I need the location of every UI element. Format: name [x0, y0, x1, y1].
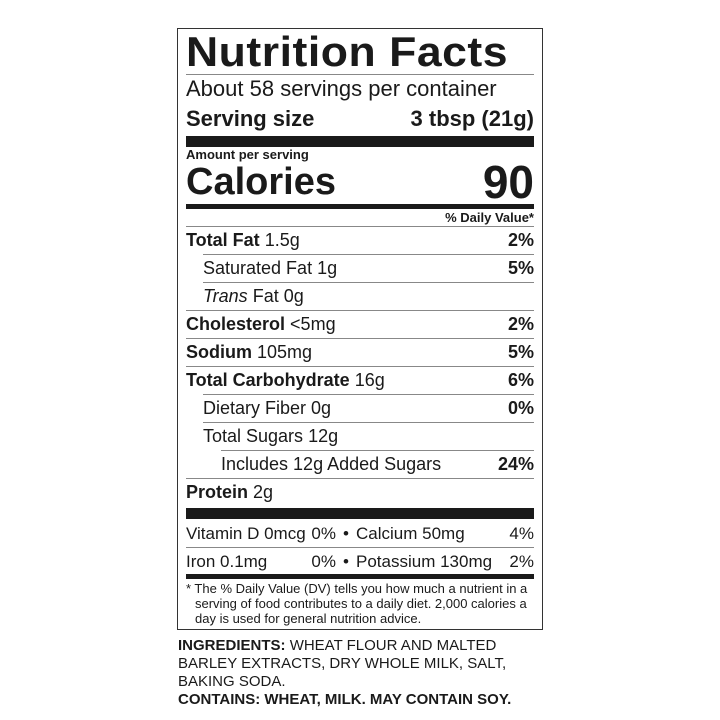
label-title: Nutrition Facts — [186, 28, 509, 75]
nutrient-amount: <5mg — [290, 314, 336, 334]
row-divider — [186, 478, 534, 479]
mineral-daily-value: 4% — [509, 524, 534, 543]
footnote: * The % Daily Value (DV) tells you how m… — [186, 581, 528, 626]
thick-divider — [186, 136, 534, 147]
nutrient-name: Total Sugars 12g — [203, 423, 338, 450]
ingredients-block: INGREDIENTS: WHEAT FLOUR AND MALTED BARL… — [178, 637, 548, 709]
nutrient-row: Sodium 105mg 5% — [186, 339, 534, 366]
row-divider — [203, 394, 534, 395]
row-divider — [203, 254, 534, 255]
serving-size-label: Serving size — [186, 106, 315, 131]
medium-divider — [186, 204, 534, 209]
nutrient-amount: 2g — [253, 482, 274, 502]
nutrient-label: Includes 12g Added Sugars — [221, 454, 442, 474]
nutrient-amount: 0g — [283, 286, 304, 306]
ingredients-label: INGREDIENTS: — [178, 637, 286, 654]
nutrient-daily-value: 2% — [507, 230, 534, 250]
nutrient-daily-value: 24% — [497, 454, 534, 474]
nutrient-amount: 0g — [311, 398, 332, 418]
nutrient-daily-value: 0% — [507, 398, 534, 418]
calories: Calories 90 — [186, 156, 534, 208]
vitamin-row: Iron 0.1mg 0% • Potassium 130mg 2% — [186, 548, 534, 575]
nutrient-amount: 1g — [317, 258, 338, 278]
vitamin-daily-value: 0% — [311, 524, 336, 543]
nutrition-facts-label: Nutrition Facts About 58 servings per co… — [177, 28, 543, 630]
nutrient-row: Protein 2g — [186, 479, 534, 506]
nutrient-daily-value: 5% — [507, 342, 534, 362]
amount-per-serving: Amount per serving — [186, 147, 309, 162]
nutrient-name: Sodium 105mg — [186, 339, 312, 366]
nutrient-name: Saturated Fat 1g — [203, 255, 337, 282]
nutrient-daily-value: 6% — [507, 370, 534, 390]
nutrient-label: Dietary Fiber — [203, 398, 307, 418]
nutrient-name: Dietary Fiber 0g — [203, 395, 331, 422]
ingredients-text: WHEAT FLOUR AND MALTED BARLEY EXTRACTS, … — [178, 637, 507, 690]
nutrient-daily-value: 2% — [507, 314, 534, 334]
nutrient-row: Trans Fat 0g — [186, 283, 534, 310]
nutrient-name: Trans Fat 0g — [203, 283, 304, 310]
nutrient-label: Saturated Fat — [203, 258, 313, 278]
nutrient-row: Total Sugars 12g — [186, 423, 534, 450]
allergen-statement: CONTAINS: WHEAT, MILK. MAY CONTAIN SOY. — [178, 691, 512, 708]
nutrient-name: Total Carbohydrate 16g — [186, 367, 385, 394]
bullet: • — [343, 524, 349, 543]
nutrient-row: Saturated Fat 1g 5% — [186, 255, 534, 282]
calories-value: 90 — [482, 156, 534, 208]
thick-divider — [186, 508, 534, 519]
nutrient-label: Sodium — [186, 342, 252, 362]
vitamin-daily-value: 0% — [311, 552, 336, 571]
nutrient-name: Includes 12g Added Sugars — [221, 451, 441, 478]
nutrient-amount: 16g — [354, 370, 385, 390]
nutrient-label: Cholesterol — [186, 314, 286, 334]
row-divider — [186, 547, 534, 548]
mineral-daily-value: 2% — [509, 552, 534, 571]
serving-size-value: 3 tbsp (21g) — [410, 106, 534, 131]
vitamin-row: Vitamin D 0mcg 0% • Calcium 50mg 4% — [186, 520, 534, 547]
daily-value-header: % Daily Value* — [445, 210, 534, 225]
serving-size: Serving size 3 tbsp (21g) — [186, 104, 534, 134]
nutrient-amount: 105mg — [257, 342, 313, 362]
mineral-name: Calcium 50mg — [356, 524, 465, 543]
row-divider — [221, 450, 534, 451]
nutrient-row: Dietary Fiber 0g 0% — [186, 395, 534, 422]
nutrient-row: Includes 12g Added Sugars 24% — [186, 451, 534, 478]
nutrient-name: Protein 2g — [186, 479, 273, 506]
mineral-name: Potassium 130mg — [356, 552, 493, 571]
nutrient-row: Total Carbohydrate 16g 6% — [186, 367, 534, 394]
nutrient-label-suffix: Fat — [252, 286, 279, 306]
nutrient-label: Protein — [186, 482, 249, 502]
nutrient-amount: 1.5g — [264, 230, 300, 250]
row-divider — [186, 310, 534, 311]
nutrient-row: Cholesterol <5mg 2% — [186, 311, 534, 338]
nutrient-label: Trans — [203, 286, 248, 306]
row-divider — [203, 422, 534, 423]
ingredients: INGREDIENTS: WHEAT FLOUR AND MALTED BARL… — [178, 637, 548, 691]
nutrient-row: Total Fat 1.5g 2% — [186, 227, 534, 254]
row-divider — [186, 338, 534, 339]
row-divider — [186, 226, 534, 227]
nutrient-name: Total Fat 1.5g — [186, 227, 300, 254]
nutrient-label: Total Carbohydrate — [186, 370, 350, 390]
row-divider — [203, 282, 534, 283]
calories-label: Calories — [186, 161, 336, 203]
vitamin-name: Iron 0.1mg — [186, 552, 268, 571]
nutrient-name: Cholesterol <5mg — [186, 311, 336, 338]
row-divider — [186, 366, 534, 367]
nutrient-label: Total Fat — [186, 230, 260, 250]
nutrient-label: Total Sugars — [203, 426, 304, 446]
divider — [186, 74, 534, 75]
nutrient-daily-value: 5% — [507, 258, 534, 278]
medium-divider — [186, 574, 534, 579]
nutrient-amount: 12g — [308, 426, 339, 446]
bullet: • — [343, 552, 349, 571]
vitamin-name: Vitamin D 0mcg — [186, 524, 306, 543]
servings-per-container: About 58 servings per container — [186, 76, 497, 101]
